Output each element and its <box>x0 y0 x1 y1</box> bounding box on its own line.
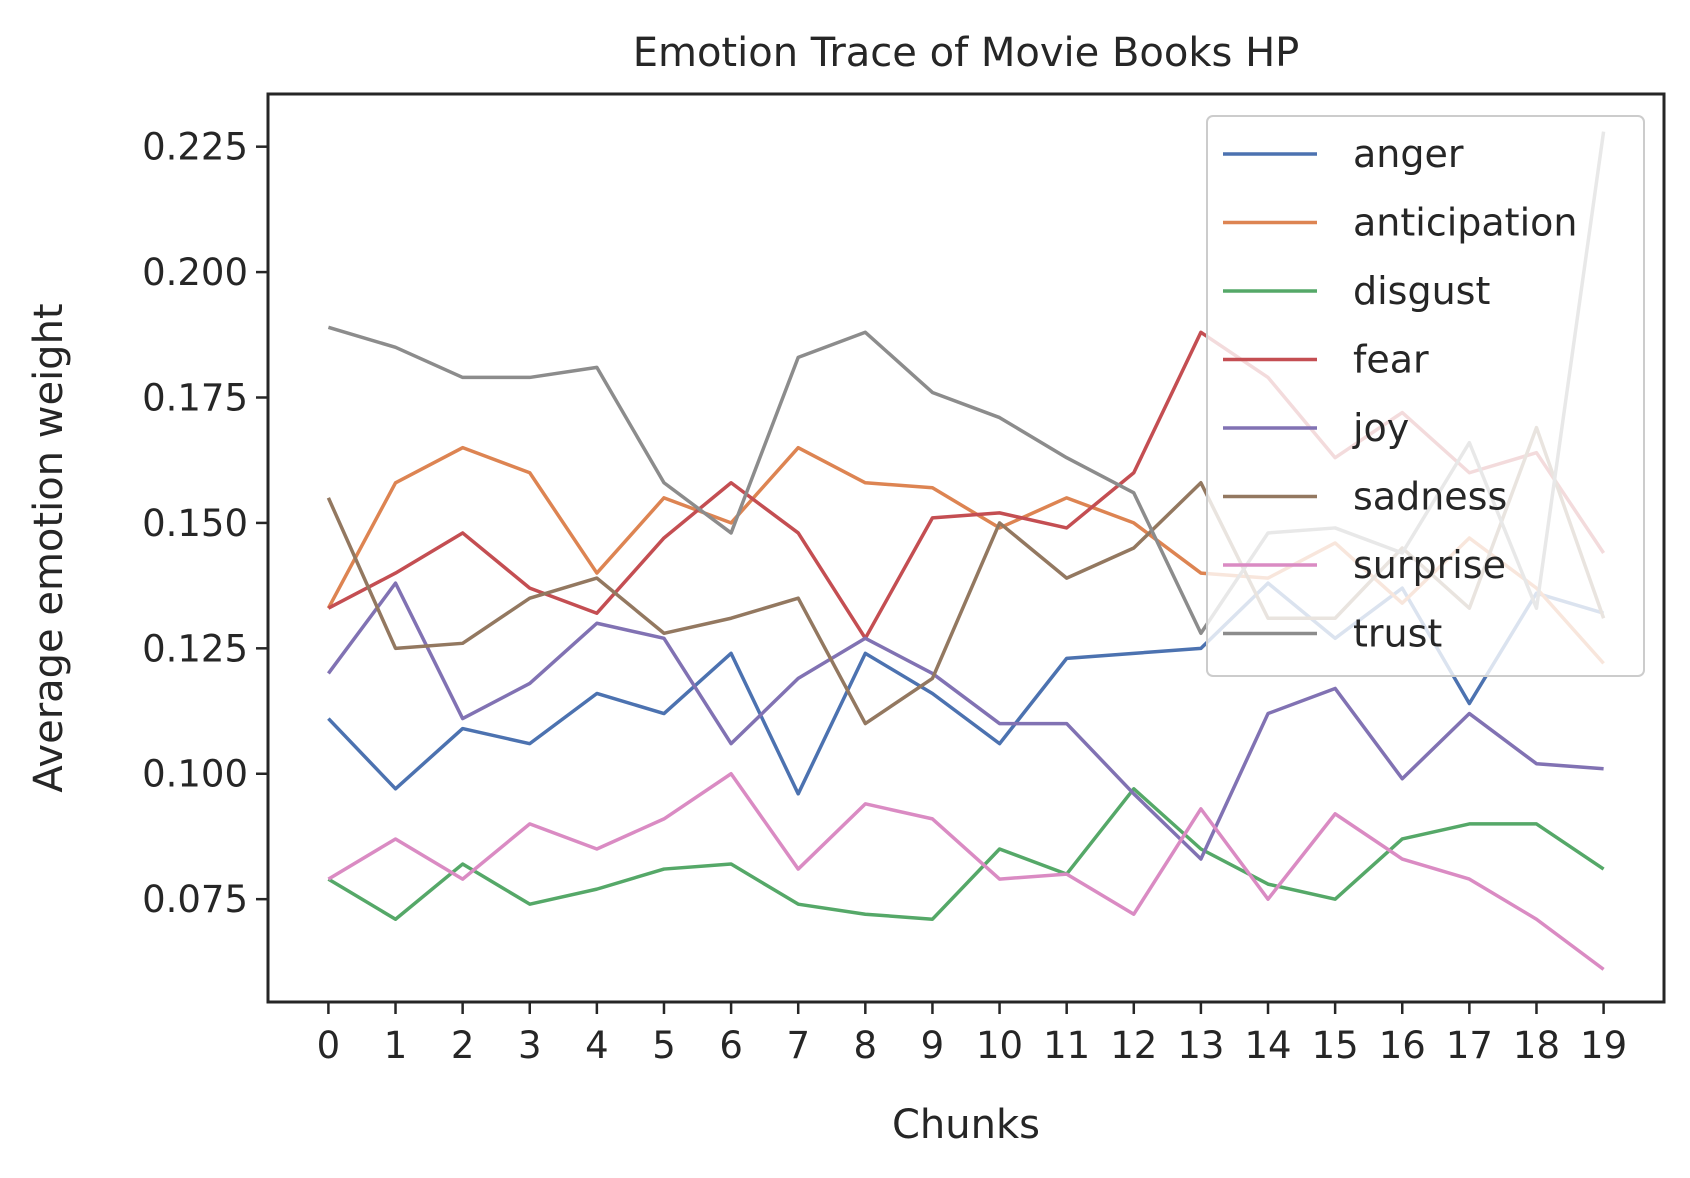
x-tick-label: 11 <box>1043 1024 1090 1067</box>
x-tick-label: 13 <box>1177 1024 1224 1067</box>
x-tick-label: 1 <box>384 1024 408 1067</box>
legend-label-fear: fear <box>1353 338 1429 382</box>
y-tick-label: 0.150 <box>142 502 248 545</box>
x-tick-label: 4 <box>585 1024 609 1067</box>
y-tick-label: 0.075 <box>142 878 248 921</box>
x-tick-label: 17 <box>1446 1024 1493 1067</box>
x-tick-label: 5 <box>652 1024 676 1067</box>
legend-label-joy: joy <box>1352 406 1409 450</box>
legend-label-anger: anger <box>1353 132 1464 176</box>
series-line-joy <box>326 581 1604 861</box>
legend-box <box>1206 115 1645 677</box>
x-tick-label: 12 <box>1110 1024 1157 1067</box>
x-tick-label: 3 <box>518 1024 542 1067</box>
y-axis-label: Average emotion weight <box>26 303 72 792</box>
x-tick-label: 8 <box>854 1024 878 1067</box>
legend: anger anticipation disgust fear joy sadness su… <box>1206 115 1645 677</box>
x-tick-label: 7 <box>786 1024 810 1067</box>
x-axis: 0 1 2 3 4 5 6 7 8 9 10 11 12 13 14 15 16 17 18 19 <box>317 1002 1627 1067</box>
y-axis: 0.075 0.100 0.125 0.150 0.175 0.200 0.225 <box>142 126 268 921</box>
y-tick-label: 0.200 <box>142 251 248 294</box>
x-tick-label: 19 <box>1580 1024 1627 1067</box>
y-tick-label: 0.225 <box>142 126 248 169</box>
plot-frame <box>266 92 1666 1004</box>
legend-label-sadness: sadness <box>1353 475 1507 519</box>
y-tick-label: 0.125 <box>142 627 248 670</box>
x-tick-label: 16 <box>1379 1024 1426 1067</box>
legend-label-surprise: surprise <box>1353 543 1506 587</box>
x-tick-label: 10 <box>976 1024 1023 1067</box>
chart-title: Emotion Trace of Movie Books HP <box>633 30 1300 76</box>
y-tick-label: 0.175 <box>142 377 248 420</box>
series-line-surprise <box>327 771 1605 971</box>
legend-label-disgust: disgust <box>1353 269 1490 313</box>
x-tick-label: 14 <box>1244 1024 1291 1067</box>
x-tick-label: 2 <box>451 1024 475 1067</box>
x-tick-label: 15 <box>1312 1024 1359 1067</box>
x-axis-label: Chunks <box>892 1102 1040 1148</box>
y-tick-label: 0.100 <box>142 753 248 796</box>
x-tick-label: 0 <box>317 1024 341 1067</box>
legend-label-trust: trust <box>1353 612 1442 656</box>
x-tick-label: 6 <box>719 1024 743 1067</box>
x-tick-label: 9 <box>921 1024 945 1067</box>
x-tick-label: 18 <box>1513 1024 1560 1067</box>
series-line-disgust <box>327 787 1605 921</box>
legend-label-anticipation: anticipation <box>1353 201 1577 245</box>
